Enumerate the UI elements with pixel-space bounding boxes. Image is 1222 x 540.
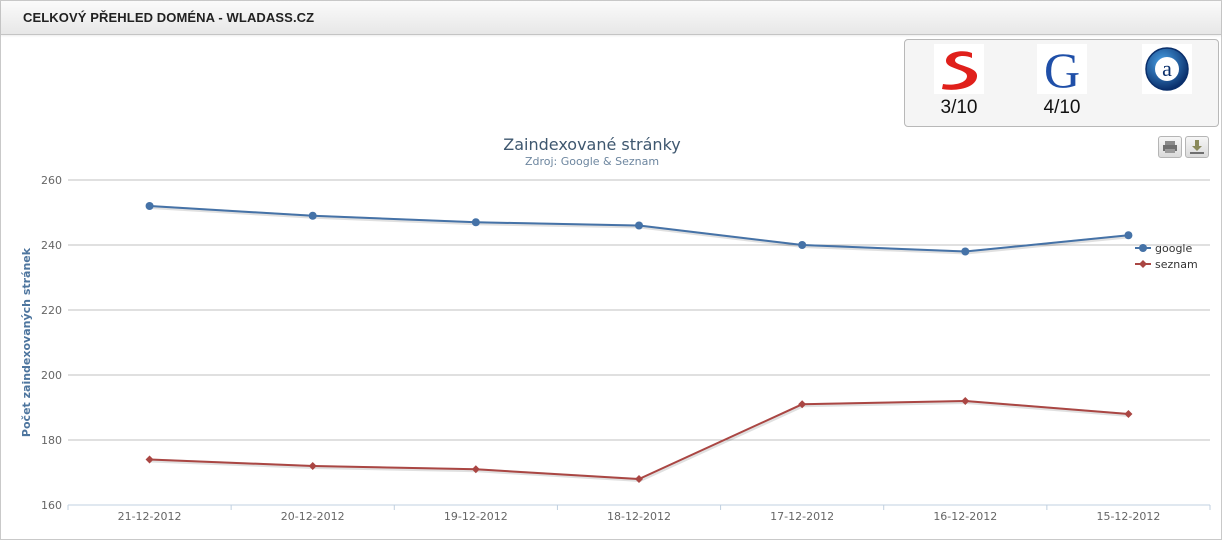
series-google-shadow <box>150 205 1130 255</box>
x-tick-label: 17-12-2012 <box>770 510 834 523</box>
y-tick-label: 260 <box>41 174 62 187</box>
svg-text:a: a <box>1162 56 1172 81</box>
x-tick-label: 21-12-2012 <box>118 510 182 523</box>
x-tick-label: 20-12-2012 <box>281 510 345 523</box>
chart-title: Zaindexované stránky <box>503 135 680 154</box>
google-g-logo-icon: G <box>1037 44 1087 94</box>
rank-box: 3/10 G 4/10 a <box>904 39 1219 127</box>
seznam-rank-value: 3/10 <box>940 97 978 118</box>
svg-text:G: G <box>1044 44 1080 94</box>
series-google-point[interactable] <box>145 202 154 210</box>
y-tick-label: 220 <box>41 304 62 317</box>
alexa-rank-value <box>1127 97 1207 119</box>
legend-seznam-label[interactable]: seznam <box>1155 258 1198 271</box>
series-google-point[interactable] <box>471 218 480 227</box>
page-title: CELKOVÝ PŘEHLED DOMÉNA - WLADASS.CZ <box>23 10 315 25</box>
legend-seznam-marker[interactable] <box>1139 260 1147 268</box>
google-rank-value: 4/10 <box>1043 97 1081 118</box>
series-seznam-point[interactable] <box>308 462 317 470</box>
x-tick-label: 15-12-2012 <box>1096 510 1160 523</box>
legend-google-marker[interactable] <box>1139 244 1147 252</box>
alexa-rank: a <box>1127 44 1207 119</box>
series-seznam-point[interactable] <box>471 465 480 474</box>
series-google-point[interactable] <box>635 221 643 230</box>
download-icon <box>1190 140 1204 154</box>
chart-subtitle: Zdroj: Google & Seznam <box>525 155 659 168</box>
y-tick-label: 180 <box>41 434 62 447</box>
alexa-a-logo-icon: a <box>1142 44 1192 94</box>
print-icon <box>1163 141 1177 153</box>
y-tick-label: 200 <box>41 369 62 382</box>
series-seznam-point[interactable] <box>798 400 807 409</box>
series-google-point[interactable] <box>308 211 317 220</box>
print-button[interactable] <box>1158 136 1182 158</box>
y-axis-title: Počet zaindexovaných stránek <box>20 247 33 437</box>
x-tick-label: 19-12-2012 <box>444 510 508 523</box>
series-google-point[interactable] <box>1124 231 1133 240</box>
panel-header <box>1 1 1221 35</box>
y-tick-label: 240 <box>41 239 62 252</box>
series-seznam-shadow <box>150 399 1130 483</box>
google-rank: G 4/10 <box>1022 44 1102 119</box>
x-tick-label: 18-12-2012 <box>607 510 671 523</box>
series-seznam-point[interactable] <box>635 475 643 483</box>
export-button[interactable] <box>1185 136 1209 158</box>
y-tick-label: 160 <box>41 499 62 512</box>
seznam-s-logo-icon <box>934 44 984 94</box>
seznam-rank: 3/10 <box>919 44 999 119</box>
series-seznam-point[interactable] <box>1124 410 1133 418</box>
series-seznam-point[interactable] <box>145 455 154 464</box>
series-google-point[interactable] <box>798 241 807 249</box>
series-google-point[interactable] <box>961 247 970 256</box>
chart-area: Zaindexované stránky Zdroj: Google & Sezn… <box>0 130 1220 538</box>
legend-google-label[interactable]: google <box>1155 242 1192 255</box>
x-tick-label: 16-12-2012 <box>933 510 997 523</box>
series-seznam-point[interactable] <box>961 397 970 405</box>
